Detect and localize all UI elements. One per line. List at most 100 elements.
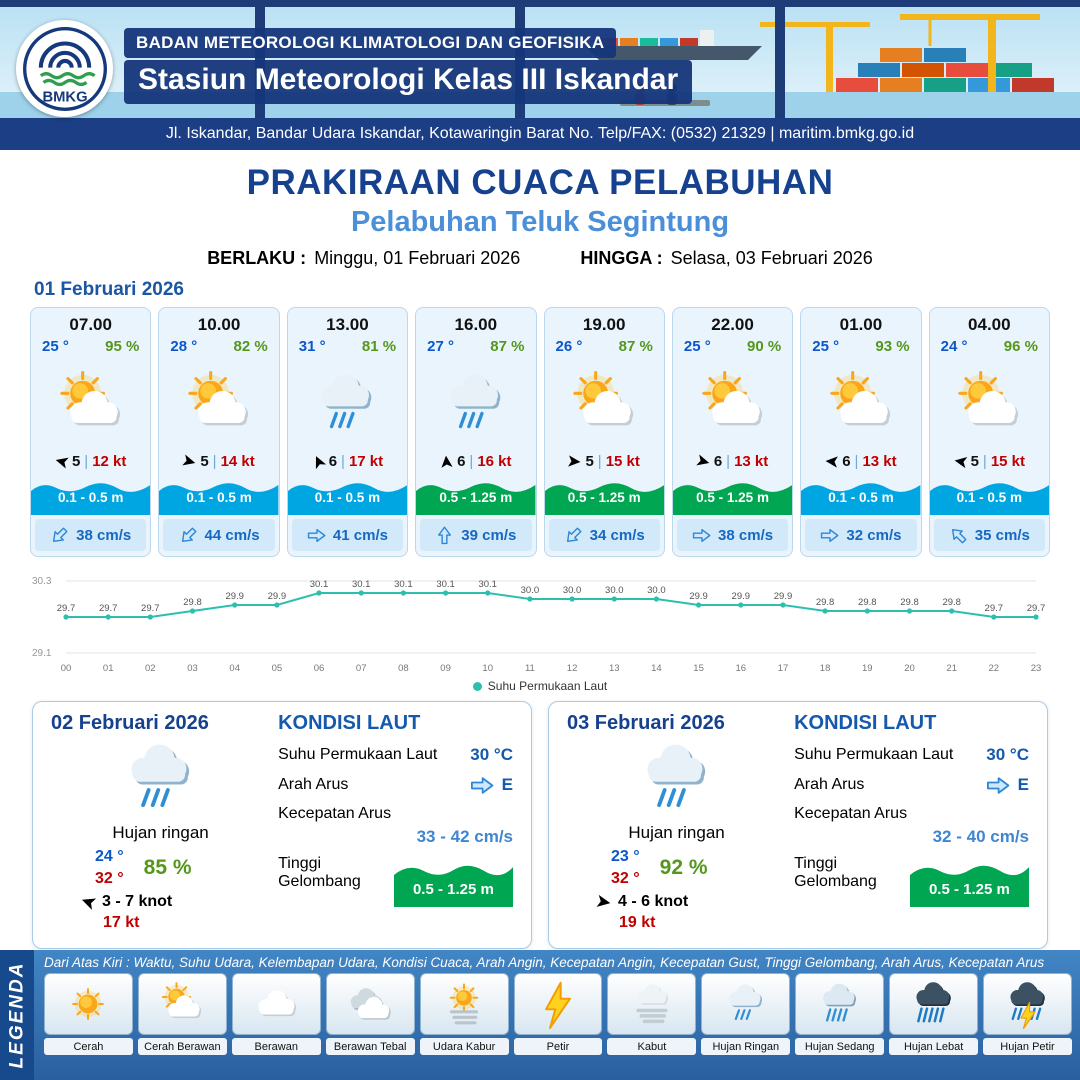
humidity-value: 82 % xyxy=(233,338,268,355)
sea-conditions-panel: KONDISI LAUT Suhu Permukaan Laut 30 °C Arah… xyxy=(270,702,531,948)
humidity-value: 87 % xyxy=(618,338,653,355)
temperature-value: 24 ° xyxy=(940,338,968,355)
sea-conditions-title: KONDISI LAUT xyxy=(794,712,937,734)
time-label: 07.00 xyxy=(69,315,112,334)
wind-speed-value: 5 xyxy=(71,453,81,470)
humidity-value: 96 % xyxy=(1003,338,1038,355)
wind-row: 5 | 15 kt xyxy=(545,453,664,470)
day-cards-row: 02 Februari 2026 Hujan ringan 24 ° 32 ° 85 %… xyxy=(0,693,1080,949)
svg-text:21: 21 xyxy=(946,663,957,673)
svg-text:07: 07 xyxy=(356,663,367,673)
petir-icon xyxy=(513,973,603,1035)
day-humidity-value: 92 % xyxy=(659,855,708,879)
time-label: 22.00 xyxy=(711,315,754,334)
svg-text:29.7: 29.7 xyxy=(985,603,1004,614)
legend-item: Hujan Lebat xyxy=(889,973,979,1055)
temp-min-value: 23 ° xyxy=(611,848,640,865)
legend-item-label: Udara Kabur xyxy=(419,1038,509,1055)
temp-humidity-row: 25 ° 90 % xyxy=(673,335,792,355)
svg-text:14: 14 xyxy=(651,663,662,673)
sst-label: Suhu Permukaan Laut xyxy=(278,746,438,763)
legend-item: Cerah xyxy=(44,973,133,1055)
current-direction-arrow-icon xyxy=(561,523,585,547)
current-speed-value: 44 cm/s xyxy=(204,526,260,544)
wind-direction-arrow-icon xyxy=(596,894,612,910)
svg-text:29.7: 29.7 xyxy=(57,603,76,614)
wave-height-band: 0.1 - 0.5 m xyxy=(929,475,1049,515)
svg-text:30.3: 30.3 xyxy=(32,576,52,587)
current-speed-value: 41 cm/s xyxy=(332,526,388,544)
wave-height-band: 0.5 - 1.25 m xyxy=(544,475,664,515)
svg-text:08: 08 xyxy=(398,663,409,673)
wind-row: 5 | 15 kt xyxy=(930,453,1049,470)
day-date: 02 Februari 2026 xyxy=(51,712,209,734)
weather-icon xyxy=(930,355,1049,453)
current-direction-arrow-icon xyxy=(692,528,711,543)
wind-speed-value: 6 xyxy=(842,453,851,470)
separator: | xyxy=(212,453,217,470)
berlaku-label: BERLAKU : xyxy=(207,248,307,268)
humidity-value: 81 % xyxy=(361,338,397,355)
sst-row: Suhu Permukaan Laut 30 °C xyxy=(278,745,513,765)
time-label: 04.00 xyxy=(968,315,1011,334)
weather-icon xyxy=(801,355,920,453)
wind-speed-value: 6 xyxy=(328,453,338,470)
current-row: 38 cm/s xyxy=(676,519,789,551)
legend-item-label: Hujan Petir xyxy=(983,1038,1072,1055)
wind-direction-arrow-icon xyxy=(568,454,582,468)
wave-height-value: 0.5 - 1.25 m xyxy=(439,490,513,505)
separator: | xyxy=(84,453,89,470)
current-speed-value: 35 cm/s xyxy=(974,526,1030,544)
wave-height-band: 0.5 - 1.25 m xyxy=(672,475,793,515)
legend-item: Hujan Petir xyxy=(983,973,1072,1055)
wind-direction-arrow-icon xyxy=(953,454,968,469)
forecast-card: 07.00 25 ° 95 % 5 | 12 kt 0.1 - 0.5 m 38 cm/s xyxy=(30,307,152,557)
wind-direction-arrow-icon xyxy=(79,893,97,911)
svg-text:29.9: 29.9 xyxy=(268,591,287,602)
cerah-icon xyxy=(44,973,133,1035)
humidity-value: 95 % xyxy=(105,338,140,355)
current-direction-arrow-icon xyxy=(986,776,1010,795)
legend-item-label: Hujan Lebat xyxy=(889,1038,979,1055)
temp-max-value: 32 ° xyxy=(95,869,124,887)
temperature-value: 27 ° xyxy=(427,338,454,355)
svg-text:30.1: 30.1 xyxy=(352,579,371,590)
current-speed-value: 32 cm/s xyxy=(846,526,902,544)
hujan-ringan-icon xyxy=(701,973,791,1035)
wind-direction-arrow-icon xyxy=(310,453,327,470)
forecast-card: 04.00 24 ° 96 % 5 | 15 kt 0.1 - 0.5 m 35 cm/s xyxy=(928,307,1050,557)
svg-text:09: 09 xyxy=(440,663,451,673)
current-row: 34 cm/s xyxy=(548,519,660,551)
day-date: 03 Februari 2026 xyxy=(567,712,725,734)
station-address: Jl. Iskandar, Bandar Udara Iskandar, Kot… xyxy=(0,118,1080,150)
time-label: 13.00 xyxy=(326,315,369,334)
svg-text:01: 01 xyxy=(103,663,114,673)
legend-item: Berawan xyxy=(231,973,321,1055)
temp-humidity-row: 24 ° 96 % xyxy=(930,335,1049,355)
svg-text:13: 13 xyxy=(609,663,620,673)
temp-humidity-row: 27 ° 87 % xyxy=(416,335,535,355)
separator: | xyxy=(854,453,859,470)
legend-item-label: Cerah xyxy=(44,1038,133,1055)
legend-dot-icon xyxy=(472,681,482,691)
svg-text:29.1: 29.1 xyxy=(32,648,52,659)
legend-item: Petir xyxy=(513,973,603,1055)
current-direction-row: Arah Arus E xyxy=(278,775,513,795)
svg-text:29.9: 29.9 xyxy=(225,591,244,602)
bmkg-logo: BMKG xyxy=(16,20,113,117)
wave-height-value: 0.5 - 1.25 m xyxy=(928,881,1010,898)
current-direction-arrow-icon xyxy=(176,523,200,547)
chart-legend: Suhu Permukaan Laut xyxy=(30,679,1050,693)
day-humidity-value: 85 % xyxy=(143,855,192,879)
current-direction-value: E xyxy=(1017,775,1029,794)
current-speed-value: 33 - 42 cm/s xyxy=(416,827,513,846)
wave-height-label: Tinggi Gelombang xyxy=(278,855,361,890)
sst-chart-section: 30.3 29.1 29.7 00 29.7 01 29.7 02 29.8 03 29.9 04 29… xyxy=(0,557,1080,693)
current-speed-row: Kecepatan Arus 33 - 42 cm/s xyxy=(278,805,513,847)
sea-conditions-panel: KONDISI LAUT Suhu Permukaan Laut 30 °C Arah… xyxy=(786,702,1047,948)
svg-text:16: 16 xyxy=(736,663,747,673)
day-condition-label: Hujan ringan xyxy=(628,823,725,842)
svg-text:30.0: 30.0 xyxy=(563,585,582,596)
wind-row: 5 | 12 kt xyxy=(31,453,150,470)
time-label: 10.00 xyxy=(197,315,241,334)
